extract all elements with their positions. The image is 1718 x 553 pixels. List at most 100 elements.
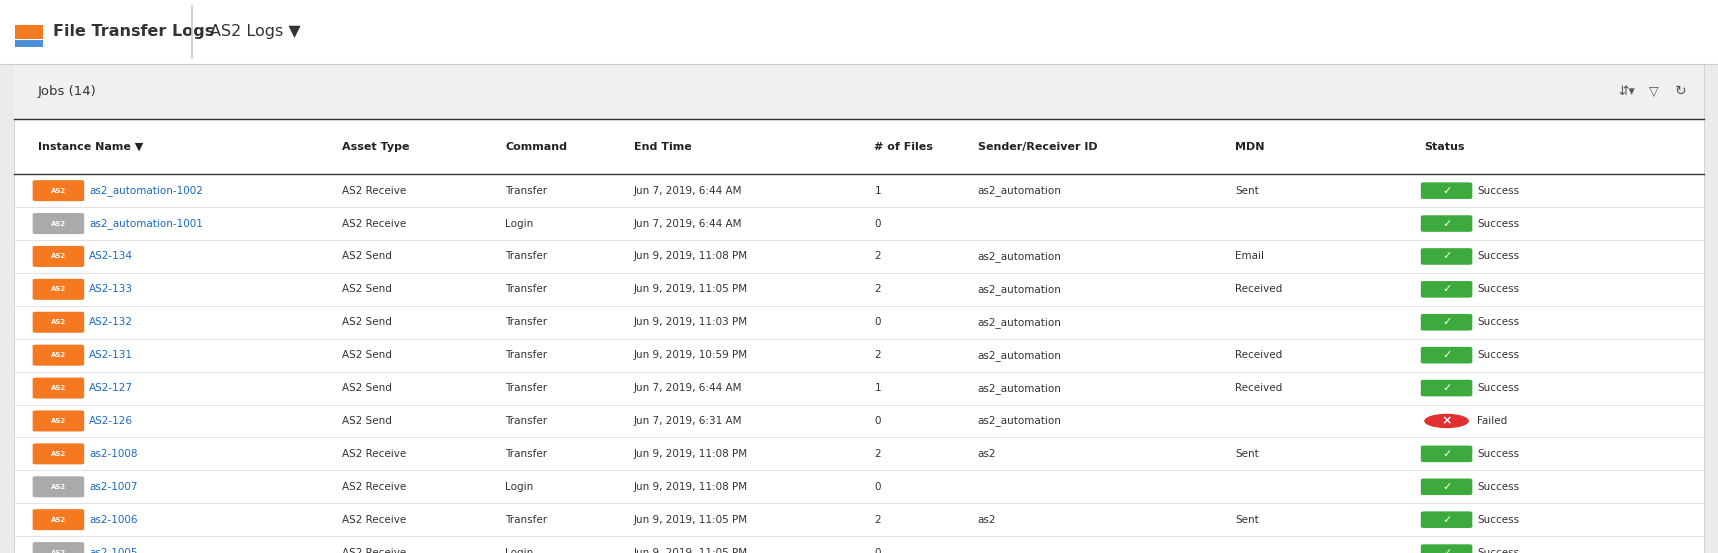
- Text: Transfer: Transfer: [505, 350, 548, 360]
- Text: AS2 Send: AS2 Send: [342, 383, 392, 393]
- Text: AS2 Receive: AS2 Receive: [342, 186, 405, 196]
- Text: as2_automation: as2_automation: [978, 349, 1062, 361]
- FancyBboxPatch shape: [33, 378, 84, 399]
- Text: AS2: AS2: [52, 253, 65, 259]
- Text: AS2: AS2: [52, 451, 65, 457]
- Text: Transfer: Transfer: [505, 252, 548, 262]
- FancyBboxPatch shape: [1421, 544, 1472, 553]
- Text: AS2: AS2: [52, 385, 65, 391]
- FancyBboxPatch shape: [14, 64, 1704, 553]
- FancyBboxPatch shape: [33, 246, 84, 267]
- Text: Success: Success: [1477, 284, 1520, 294]
- Text: Success: Success: [1477, 482, 1520, 492]
- Text: Jun 9, 2019, 11:05 PM: Jun 9, 2019, 11:05 PM: [634, 515, 747, 525]
- FancyBboxPatch shape: [33, 345, 84, 366]
- Text: as2-1008: as2-1008: [89, 449, 137, 459]
- Text: AS2 Send: AS2 Send: [342, 284, 392, 294]
- Text: Status: Status: [1424, 142, 1465, 152]
- Text: Success: Success: [1477, 350, 1520, 360]
- Text: Failed: Failed: [1477, 416, 1508, 426]
- FancyBboxPatch shape: [15, 24, 43, 39]
- Text: AS2 Send: AS2 Send: [342, 416, 392, 426]
- FancyBboxPatch shape: [14, 64, 1704, 119]
- Text: Transfer: Transfer: [505, 186, 548, 196]
- Text: ✓: ✓: [1441, 350, 1452, 360]
- Text: AS2: AS2: [52, 517, 65, 523]
- Text: AS2: AS2: [52, 286, 65, 293]
- FancyBboxPatch shape: [33, 279, 84, 300]
- Text: as2_automation: as2_automation: [978, 317, 1062, 328]
- Text: Success: Success: [1477, 383, 1520, 393]
- Text: 0: 0: [874, 317, 881, 327]
- Text: AS2-133: AS2-133: [89, 284, 134, 294]
- Text: ×: ×: [1441, 414, 1452, 427]
- Text: as2_automation: as2_automation: [978, 251, 1062, 262]
- FancyBboxPatch shape: [33, 180, 84, 201]
- FancyBboxPatch shape: [1421, 446, 1472, 462]
- FancyBboxPatch shape: [0, 0, 1718, 64]
- Text: ✓: ✓: [1441, 482, 1452, 492]
- Text: AS2: AS2: [52, 484, 65, 490]
- FancyBboxPatch shape: [33, 476, 84, 497]
- Text: 1: 1: [874, 186, 881, 196]
- Text: ✓: ✓: [1441, 317, 1452, 327]
- Text: Jun 9, 2019, 11:03 PM: Jun 9, 2019, 11:03 PM: [634, 317, 747, 327]
- FancyBboxPatch shape: [15, 40, 43, 48]
- Text: Jun 9, 2019, 11:05 PM: Jun 9, 2019, 11:05 PM: [634, 547, 747, 553]
- Text: Sent: Sent: [1235, 515, 1259, 525]
- Text: 0: 0: [874, 218, 881, 228]
- Text: ✓: ✓: [1441, 252, 1452, 262]
- Text: Transfer: Transfer: [505, 284, 548, 294]
- Text: as2_automation: as2_automation: [978, 284, 1062, 295]
- Text: Email: Email: [1235, 252, 1264, 262]
- Text: Login: Login: [505, 547, 533, 553]
- Text: AS2: AS2: [52, 550, 65, 553]
- Text: 2: 2: [874, 515, 881, 525]
- Text: ⇵▾: ⇵▾: [1618, 85, 1636, 98]
- Text: as2: as2: [978, 515, 996, 525]
- FancyBboxPatch shape: [1421, 347, 1472, 363]
- Text: Received: Received: [1235, 383, 1283, 393]
- Text: End Time: End Time: [634, 142, 692, 152]
- Text: Login: Login: [505, 482, 533, 492]
- Text: AS2: AS2: [52, 418, 65, 424]
- Text: ✓: ✓: [1441, 449, 1452, 459]
- Text: ✓: ✓: [1441, 383, 1452, 393]
- FancyBboxPatch shape: [1421, 215, 1472, 232]
- Text: AS2: AS2: [52, 221, 65, 227]
- FancyBboxPatch shape: [33, 410, 84, 431]
- Text: Transfer: Transfer: [505, 416, 548, 426]
- Text: ✓: ✓: [1441, 284, 1452, 294]
- Text: Received: Received: [1235, 284, 1283, 294]
- Circle shape: [1424, 414, 1469, 428]
- Text: 2: 2: [874, 449, 881, 459]
- Text: Success: Success: [1477, 218, 1520, 228]
- Text: Success: Success: [1477, 252, 1520, 262]
- FancyBboxPatch shape: [1421, 380, 1472, 397]
- FancyBboxPatch shape: [1421, 281, 1472, 298]
- Text: MDN: MDN: [1235, 142, 1264, 152]
- Text: as2_automation: as2_automation: [978, 415, 1062, 426]
- FancyBboxPatch shape: [1421, 248, 1472, 265]
- Text: Transfer: Transfer: [505, 449, 548, 459]
- Text: as2-1006: as2-1006: [89, 515, 137, 525]
- Text: ↻: ↻: [1675, 84, 1687, 98]
- Text: as2_automation-1001: as2_automation-1001: [89, 218, 203, 229]
- Text: 2: 2: [874, 252, 881, 262]
- Text: as2_automation: as2_automation: [978, 383, 1062, 394]
- Text: Success: Success: [1477, 547, 1520, 553]
- Text: ✓: ✓: [1441, 218, 1452, 228]
- Text: 2: 2: [874, 350, 881, 360]
- Text: as2_automation-1002: as2_automation-1002: [89, 185, 203, 196]
- Text: AS2-127: AS2-127: [89, 383, 134, 393]
- Text: Jun 7, 2019, 6:44 AM: Jun 7, 2019, 6:44 AM: [634, 383, 742, 393]
- Text: 0: 0: [874, 416, 881, 426]
- FancyBboxPatch shape: [33, 312, 84, 333]
- Text: Asset Type: Asset Type: [342, 142, 409, 152]
- FancyBboxPatch shape: [33, 509, 84, 530]
- FancyBboxPatch shape: [33, 542, 84, 553]
- Text: Success: Success: [1477, 317, 1520, 327]
- Text: AS2 Receive: AS2 Receive: [342, 515, 405, 525]
- Text: Success: Success: [1477, 186, 1520, 196]
- Text: Sent: Sent: [1235, 186, 1259, 196]
